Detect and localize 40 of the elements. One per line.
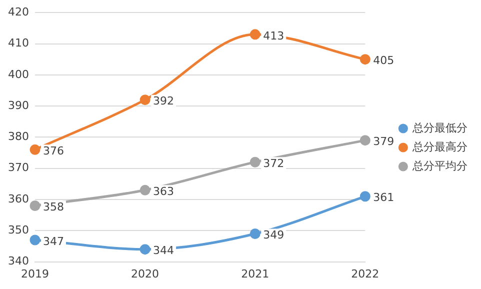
y-tick-label: 340 [8,254,29,268]
point [360,54,370,65]
x-tick-label: 2022 [351,267,380,280]
y-tick-label: 390 [8,98,29,112]
point [30,234,40,246]
x-tick-label: 2021 [241,267,270,280]
y-tick-label: 420 [8,5,29,18]
y-tick-label: 370 [8,161,29,174]
y-tick-label: 410 [8,36,29,50]
data-label: 347 [42,234,64,248]
point [140,94,150,106]
y-tick-label: 360 [8,192,29,206]
y-tick-label: 350 [8,224,29,237]
data-label: 379 [373,135,394,148]
y-tick-label: 400 [8,68,29,81]
data-label: 349 [263,228,284,242]
y-tick-label: 380 [8,130,29,144]
data-label: 376 [42,144,64,158]
data-label: 372 [263,156,284,170]
x-tick-label: 2020 [131,267,160,280]
data-label: 361 [373,191,394,204]
point [30,144,40,155]
point [140,244,150,255]
point [250,29,260,40]
point [140,184,150,196]
point [360,135,370,146]
data-label: 363 [153,185,174,198]
data-label: 358 [42,200,64,214]
legend-label: 总分平均分 [412,159,468,172]
legend-label: 总分最高分 [412,140,468,154]
data-label: 344 [153,244,174,258]
x-tick-label: 2019 [20,267,49,280]
data-label: 405 [373,54,394,68]
data-label: 413 [263,29,284,42]
legend-label: 总分最低分 [412,121,468,134]
data-label: 392 [153,94,174,108]
point [250,228,260,240]
point [30,200,40,211]
point [360,191,370,202]
point [250,156,260,168]
